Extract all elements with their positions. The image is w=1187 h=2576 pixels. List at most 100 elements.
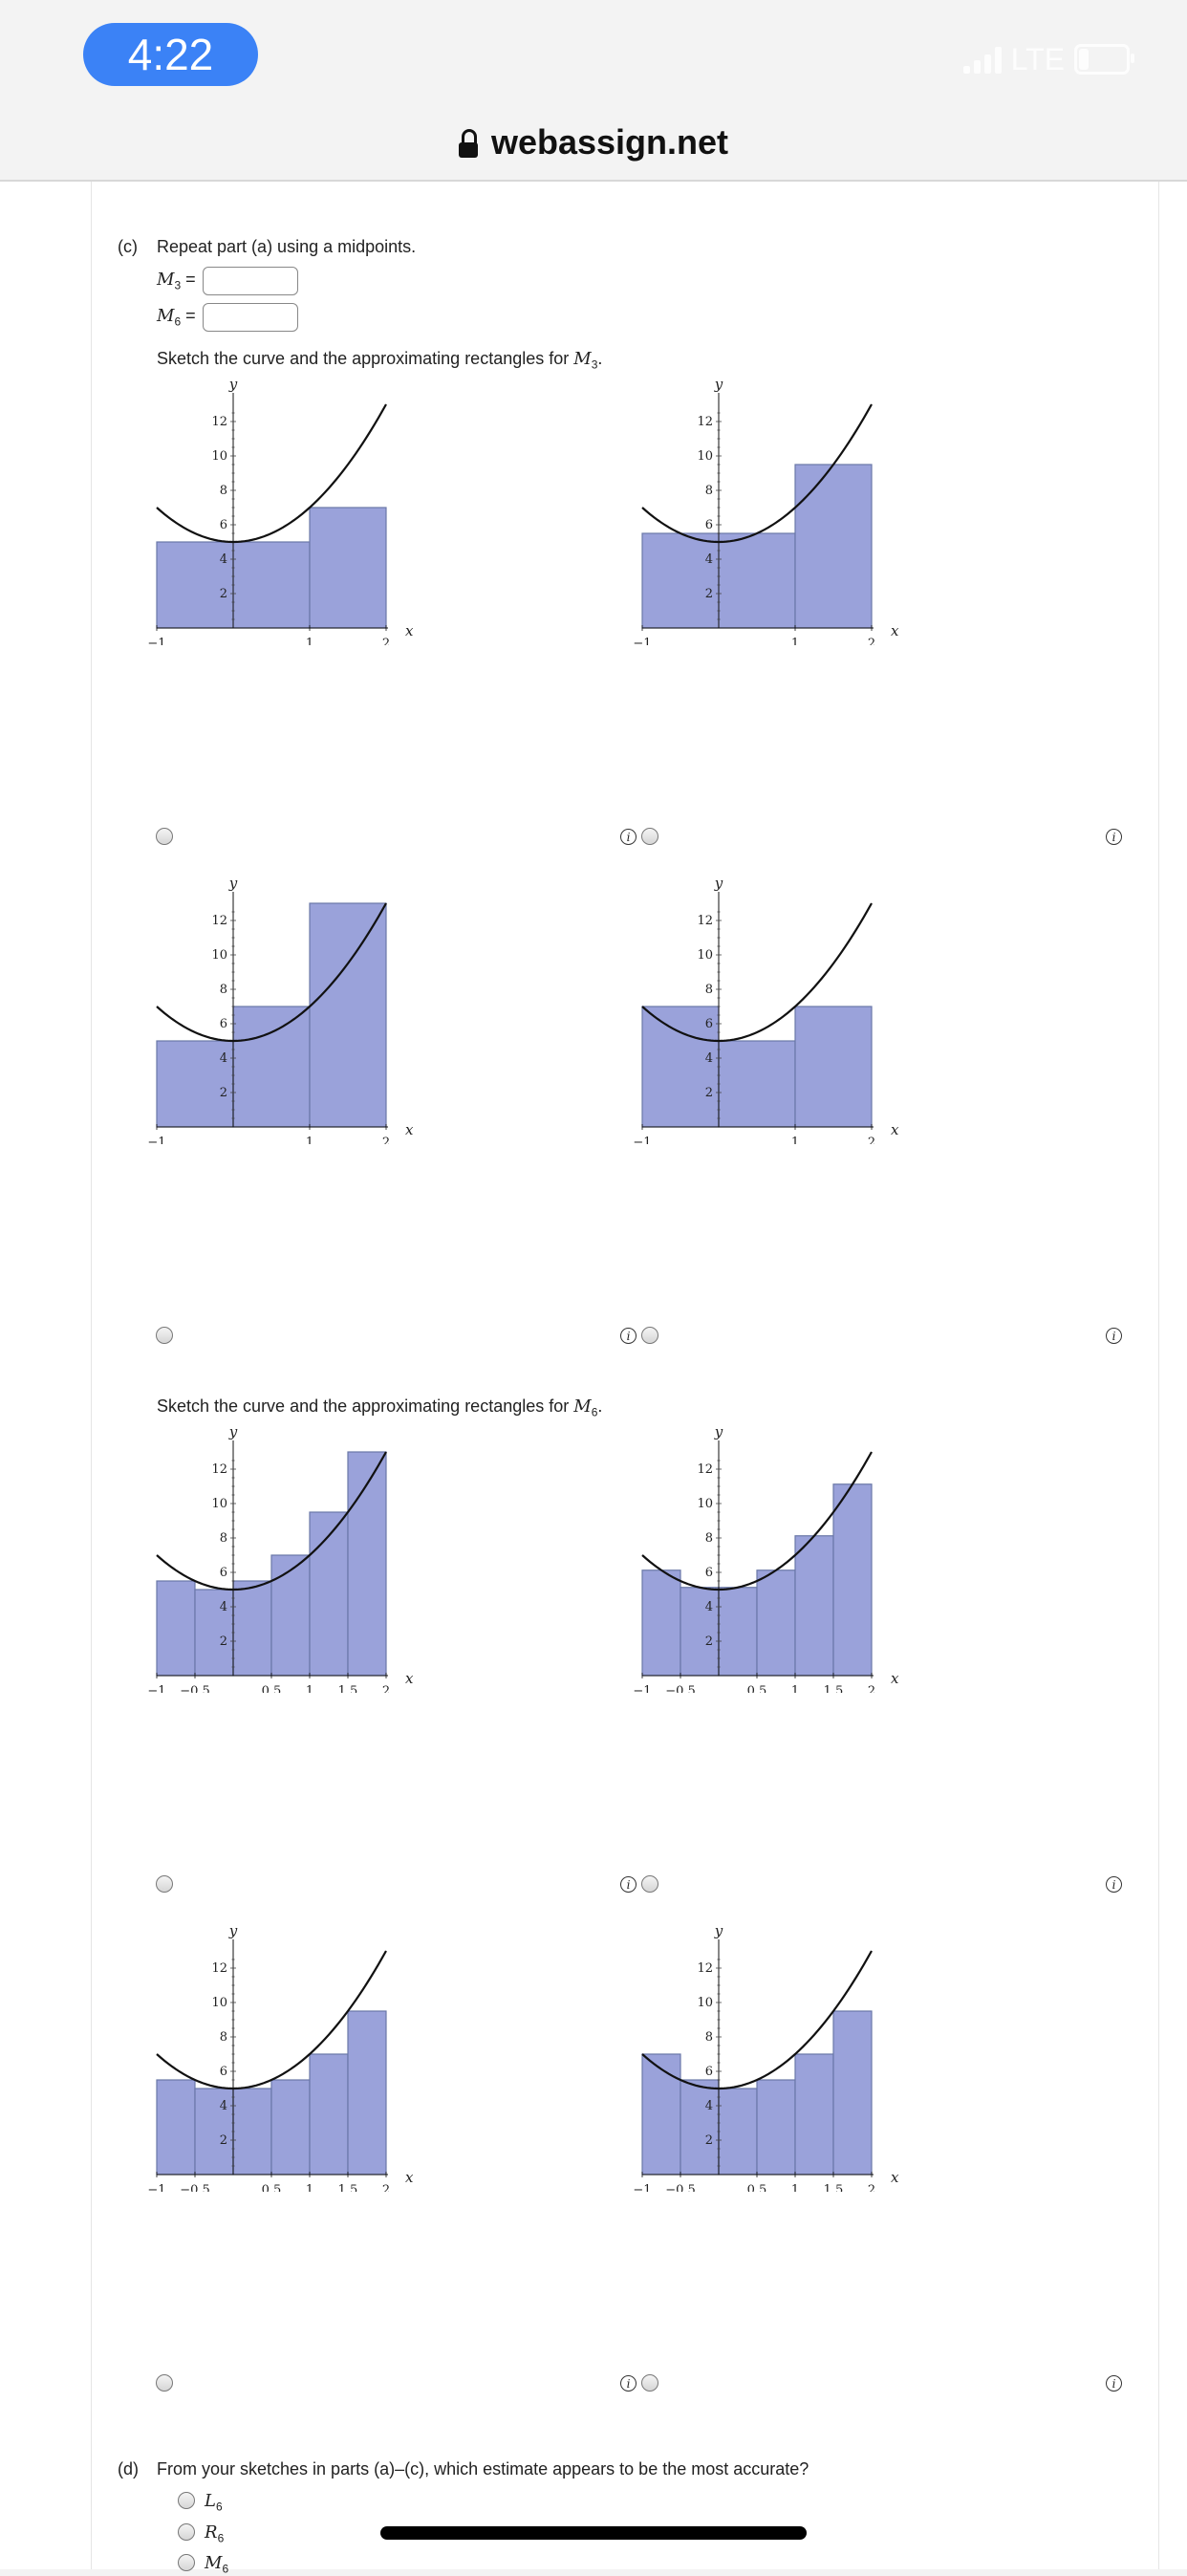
- y-tick-label: 2: [220, 2133, 227, 2148]
- m6-label: M6 =: [157, 306, 196, 329]
- function-curve: [156, 902, 387, 1043]
- bar: [680, 2079, 720, 2176]
- m3-option-3-radio[interactable]: [156, 1327, 173, 1344]
- m3-option-1-info-icon[interactable]: i: [620, 829, 637, 845]
- bar: [232, 1580, 272, 1677]
- x-axis-label: x: [891, 622, 899, 639]
- m3-input[interactable]: [203, 267, 298, 295]
- bar: [347, 2010, 387, 2176]
- m6-option-1-radio[interactable]: [156, 1875, 173, 1893]
- m6-option-2-graph: 2 4 6 8 10 12 −1 −0.5 0.5 1 1.5 2 x y: [633, 1425, 899, 1693]
- option-m6-label: M6: [205, 2553, 229, 2576]
- y-tick-label: 4: [705, 1051, 713, 1066]
- m6-option-2-info-icon[interactable]: i: [1106, 1876, 1122, 1893]
- y-tick-label: 8: [705, 2030, 713, 2045]
- x-axis-label: x: [891, 1121, 899, 1138]
- y-tick-label: 8: [220, 983, 227, 997]
- y-axis-label: y: [714, 1924, 723, 1939]
- y-tick-label: 2: [220, 587, 227, 601]
- option-r6-label: R6: [205, 2522, 225, 2545]
- x-tick-label: −0.5: [180, 1684, 210, 1693]
- m3-option-2-info-icon[interactable]: i: [1106, 829, 1122, 845]
- y-tick-label: 8: [705, 1531, 713, 1546]
- x-tick-label: −1: [147, 2183, 165, 2192]
- y-axis-label: y: [228, 1425, 238, 1440]
- m3-option-4-info-icon[interactable]: i: [1106, 1328, 1122, 1344]
- m3-option-1-radio[interactable]: [156, 828, 173, 845]
- y-tick-label: 6: [705, 518, 713, 532]
- y-tick-label: 10: [211, 1497, 227, 1511]
- y-tick-label: 12: [211, 1961, 227, 1976]
- status-bar: 4:22 LTE: [0, 0, 1187, 105]
- x-tick-label: −1: [633, 1136, 651, 1144]
- bar: [794, 1535, 834, 1677]
- home-indicator[interactable]: [380, 2526, 807, 2540]
- y-tick-label: 2: [220, 1634, 227, 1649]
- x-tick-label: −1: [147, 1684, 165, 1693]
- x-tick-label: 0.5: [262, 2183, 282, 2192]
- x-tick-label: −1: [147, 637, 165, 645]
- y-tick-label: 2: [705, 2133, 713, 2148]
- bar: [347, 1451, 387, 1677]
- y-tick-label: 2: [220, 1086, 227, 1100]
- sketch-m3-instruction: Sketch the curve and the approximating r…: [157, 349, 603, 372]
- lock-icon: [458, 129, 478, 158]
- y-tick-label: 10: [697, 948, 713, 963]
- y-axis-label: y: [228, 877, 238, 892]
- y-tick-label: 8: [705, 983, 713, 997]
- y-tick-label: 6: [705, 1566, 713, 1580]
- y-tick-label: 6: [705, 1017, 713, 1031]
- y-axis-label: y: [714, 1425, 723, 1440]
- y-tick-label: 4: [220, 1051, 227, 1066]
- y-tick-label: 12: [697, 914, 713, 928]
- y-axis-label: y: [714, 877, 723, 892]
- m3-label: M3 =: [157, 270, 196, 292]
- option-m6-radio[interactable]: [178, 2554, 195, 2571]
- m6-option-3-info-icon[interactable]: i: [620, 2375, 637, 2392]
- bar: [194, 1589, 234, 1677]
- m6-option-1-info-icon[interactable]: i: [620, 1876, 637, 1893]
- y-tick-label: 10: [211, 1996, 227, 2010]
- bar: [794, 1006, 873, 1128]
- x-tick-label: −0.5: [665, 2183, 696, 2192]
- m3-option-2-radio[interactable]: [641, 828, 658, 845]
- option-l6-radio[interactable]: [178, 2492, 195, 2509]
- url-bar[interactable]: webassign.net: [0, 105, 1187, 182]
- y-tick-label: 4: [705, 2099, 713, 2113]
- x-tick-label: −1: [147, 1136, 165, 1144]
- bar: [718, 2088, 758, 2176]
- m6-option-3-radio[interactable]: [156, 2374, 173, 2392]
- x-axis-label: x: [891, 2169, 899, 2186]
- bar: [756, 1569, 796, 1677]
- m6-option-1-graph: 2 4 6 8 10 12 −1 −0.5 0.5 1 1.5 2 x y: [147, 1425, 414, 1693]
- battery-icon: [1074, 44, 1134, 75]
- cellular-signal-icon: [962, 45, 1002, 74]
- bar: [794, 464, 873, 629]
- m6-input[interactable]: [203, 303, 298, 332]
- function-curve: [156, 403, 387, 544]
- part-c-label: (c): [118, 237, 138, 256]
- m6-option-4-radio[interactable]: [641, 2374, 658, 2392]
- part-c-instruction: Repeat part (a) using a midpoints.: [157, 237, 417, 256]
- y-tick-label: 6: [220, 518, 227, 532]
- option-l6-label: L6: [205, 2491, 223, 2514]
- y-tick-label: 12: [697, 1961, 713, 1976]
- x-tick-label: 0.5: [747, 2183, 767, 2192]
- x-tick-label: 2: [868, 637, 875, 645]
- bar: [156, 2079, 196, 2176]
- bar: [832, 1483, 873, 1677]
- m3-option-4-radio[interactable]: [641, 1327, 658, 1344]
- bar: [641, 2053, 681, 2176]
- y-tick-label: 12: [211, 1462, 227, 1477]
- m6-option-4-info-icon[interactable]: i: [1106, 2375, 1122, 2392]
- y-tick-label: 10: [211, 948, 227, 963]
- y-tick-label: 8: [220, 2030, 227, 2045]
- option-r6-radio[interactable]: [178, 2523, 195, 2541]
- bar: [641, 1569, 681, 1677]
- m3-option-3-info-icon[interactable]: i: [620, 1328, 637, 1344]
- m6-option-2-radio[interactable]: [641, 1875, 658, 1893]
- x-tick-label: 1: [791, 1136, 799, 1144]
- y-tick-label: 4: [220, 552, 227, 567]
